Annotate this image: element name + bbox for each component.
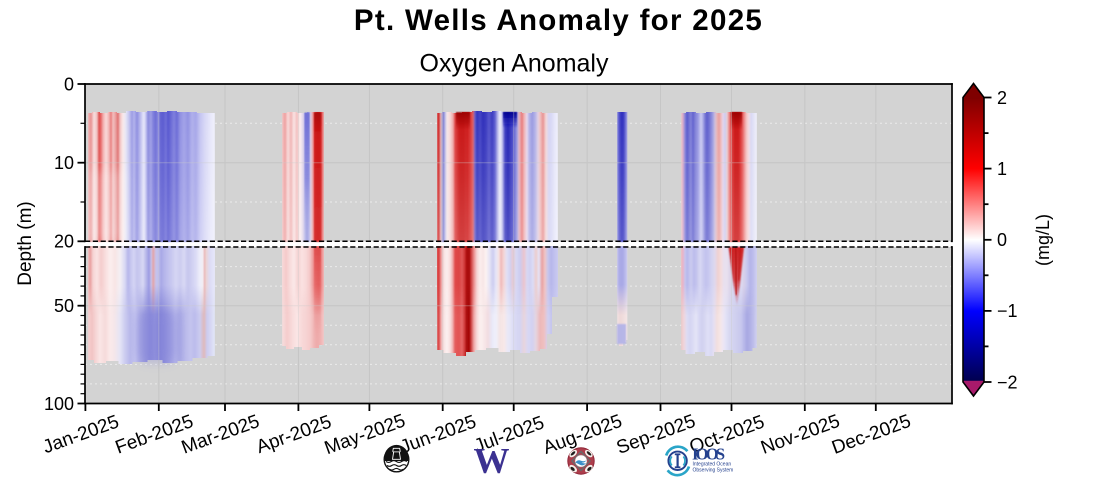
svg-text:−1: −1	[997, 301, 1018, 321]
svg-text:0: 0	[997, 230, 1007, 250]
svg-text:IOOS: IOOS	[692, 445, 725, 464]
svg-text:2: 2	[997, 88, 1007, 108]
svg-text:10: 10	[54, 153, 74, 173]
svg-text:20: 20	[54, 232, 74, 252]
svg-text:W: W	[474, 441, 510, 480]
svg-text:Pt. Wells Anomaly for 2025: Pt. Wells Anomaly for 2025	[354, 4, 763, 37]
svg-text:50: 50	[54, 296, 74, 316]
svg-text:1: 1	[997, 159, 1007, 179]
svg-text:100: 100	[44, 394, 74, 414]
svg-text:Integrated Ocean: Integrated Ocean	[693, 462, 732, 468]
svg-text:(mg/L): (mg/L)	[1033, 214, 1053, 266]
svg-text:−2: −2	[997, 372, 1018, 392]
svg-text:0: 0	[64, 74, 74, 94]
svg-text:Observing System: Observing System	[693, 468, 734, 474]
svg-text:Depth (m): Depth (m)	[15, 201, 36, 285]
svg-text:Oxygen Anomaly: Oxygen Anomaly	[420, 50, 609, 78]
